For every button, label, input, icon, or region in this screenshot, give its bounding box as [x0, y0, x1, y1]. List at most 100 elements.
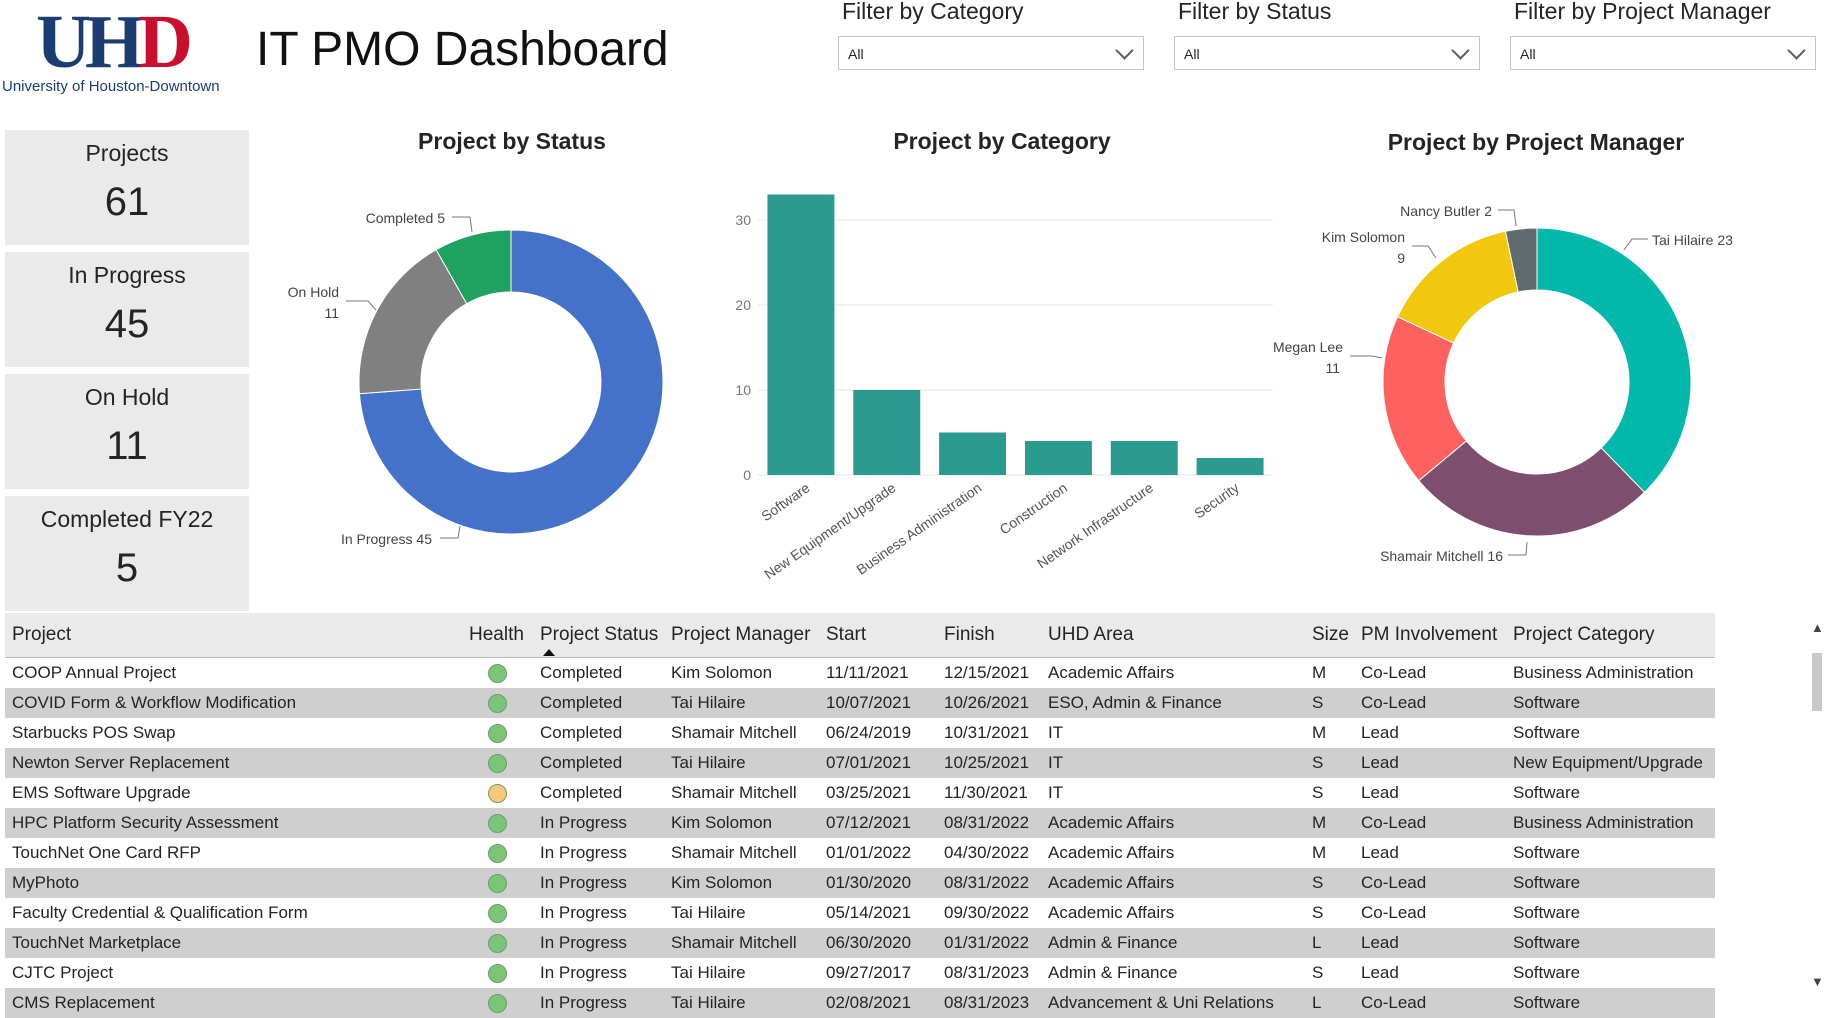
- table-row[interactable]: Starbucks POS Swap Completed Shamair Mitch…: [5, 718, 1715, 748]
- cell-status: In Progress: [540, 843, 627, 862]
- table-row[interactable]: MyPhoto In Progress Kim Solomon 01/30/2020 0…: [5, 868, 1715, 898]
- cell-size: M: [1312, 723, 1327, 742]
- slice-shamair-mitchell[interactable]: [1418, 440, 1646, 537]
- col-header-label: Project Status: [540, 624, 659, 645]
- bar-security[interactable]: [1196, 458, 1264, 475]
- cell-involvement: Lead: [1361, 843, 1399, 862]
- cell-status: In Progress: [533, 988, 664, 1018]
- category-filter-dropdown[interactable]: All: [838, 36, 1144, 70]
- cell-pm: Kim Solomon: [664, 808, 819, 838]
- col-header-pm-involvement[interactable]: PM Involvement: [1354, 613, 1506, 658]
- cell-finish: 01/31/2022: [937, 928, 1041, 958]
- table-row[interactable]: CJTC Project In Progress Tai Hilaire 09/27/…: [5, 958, 1715, 988]
- slice-completed[interactable]: [435, 229, 512, 305]
- cell-start: 11/11/2021: [826, 663, 909, 682]
- cell-category: Software: [1506, 988, 1715, 1018]
- cell-pm: Shamair Mitchell: [664, 928, 819, 958]
- col-header-start[interactable]: Start: [819, 613, 937, 658]
- col-header-project[interactable]: Project: [5, 613, 462, 658]
- health-indicator-icon: [488, 994, 507, 1013]
- cell-pm: Tai Hilaire: [664, 748, 819, 778]
- data-label-on-hold-value: 11: [324, 305, 339, 321]
- cell-health: [462, 658, 533, 689]
- cell-finish: 10/31/2021: [944, 723, 1030, 742]
- y-tick-label: 0: [743, 467, 751, 483]
- slice-nancy-butler[interactable]: [1504, 227, 1538, 293]
- cell-category: Software: [1513, 963, 1581, 982]
- table-row[interactable]: TouchNet Marketplace In Progress Shamair M…: [5, 928, 1715, 958]
- cell-involvement: Co-Lead: [1354, 868, 1506, 898]
- col-header-project-category[interactable]: Project Category: [1506, 613, 1715, 658]
- table-row[interactable]: EMS Software Upgrade Completed Shamair Mit…: [5, 778, 1715, 808]
- scrollbar-thumb[interactable]: [1812, 653, 1822, 711]
- cell-project: Newton Server Replacement: [5, 748, 462, 778]
- cell-start: 09/27/2017: [826, 963, 912, 982]
- table-row[interactable]: COOP Annual Project Completed Kim Solomon 1…: [5, 658, 1715, 689]
- table-row[interactable]: CMS Replacement In Progress Tai Hilaire 02/…: [5, 988, 1715, 1018]
- cell-category: Software: [1506, 868, 1715, 898]
- kpi-value: 45: [104, 302, 150, 346]
- cell-pm: Kim Solomon: [671, 663, 773, 682]
- cell-finish: 08/31/2023: [937, 988, 1041, 1018]
- bar-new-equipment-upgrade[interactable]: [853, 390, 921, 475]
- cell-health: [462, 898, 533, 928]
- col-header-uhd-area[interactable]: UHD Area: [1041, 613, 1305, 658]
- table-row[interactable]: TouchNet One Card RFP In Progress Shamair …: [5, 838, 1715, 868]
- projects-table[interactable]: Project Health Project Status Project Ma…: [5, 613, 1715, 1018]
- health-indicator-icon: [488, 724, 507, 743]
- health-indicator-icon: [488, 754, 507, 773]
- col-header-project-status[interactable]: Project Status: [533, 613, 664, 658]
- pm-filter-dropdown[interactable]: All: [1510, 36, 1816, 70]
- status-filter-dropdown[interactable]: All: [1174, 36, 1480, 70]
- slice-tai-hilaire[interactable]: [1536, 227, 1692, 493]
- category-filter-label: Filter by Category: [842, 0, 1024, 24]
- table-row[interactable]: COVID Form & Workflow Modification Comple…: [5, 688, 1715, 718]
- kpi-label: In Progress: [68, 262, 186, 288]
- cell-involvement: Lead: [1361, 783, 1399, 802]
- cell-pm: Tai Hilaire: [671, 963, 746, 982]
- bar-network-infrastructure[interactable]: [1110, 441, 1178, 475]
- status-filter-value: All: [1184, 46, 1200, 62]
- cell-size: M: [1305, 808, 1354, 838]
- col-header-size[interactable]: Size: [1305, 613, 1354, 658]
- cell-health: [462, 868, 533, 898]
- col-header-finish[interactable]: Finish: [937, 613, 1041, 658]
- cell-status: Completed: [540, 783, 623, 802]
- table-row[interactable]: Newton Server Replacement Completed Tai Hi…: [5, 748, 1715, 778]
- kpi-label: On Hold: [84, 384, 170, 410]
- col-header-health[interactable]: Health: [462, 613, 533, 658]
- status-donut-chart[interactable]: [358, 229, 664, 535]
- health-indicator-icon: [488, 844, 507, 863]
- cell-health: [462, 718, 533, 748]
- cell-area: IT: [1041, 748, 1305, 778]
- cell-project: COOP Annual Project: [12, 663, 177, 682]
- cell-finish: 11/30/2021: [944, 783, 1028, 802]
- slice-in-progress[interactable]: [358, 229, 664, 535]
- cell-category: Software: [1513, 903, 1581, 922]
- pm-donut-chart[interactable]: [1382, 227, 1692, 537]
- cell-health: [462, 778, 533, 808]
- scroll-down-icon[interactable]: ▼: [1811, 974, 1824, 989]
- cell-size: M: [1312, 663, 1327, 682]
- cell-involvement: Co-Lead: [1354, 808, 1506, 838]
- col-header-project-manager[interactable]: Project Manager: [664, 613, 819, 658]
- table-row[interactable]: Faculty Credential & Qualification Form I…: [5, 898, 1715, 928]
- cell-health: [462, 988, 533, 1018]
- table-row[interactable]: HPC Platform Security Assessment In Progr…: [5, 808, 1715, 838]
- bar-business-administration[interactable]: [939, 432, 1007, 476]
- bar-construction[interactable]: [1024, 441, 1092, 475]
- cell-size: S: [1305, 748, 1354, 778]
- table-scrollbar[interactable]: ▲ ▼: [1808, 620, 1826, 1000]
- bar-software[interactable]: [767, 194, 835, 476]
- scroll-up-icon[interactable]: ▲: [1811, 620, 1824, 635]
- cell-pm: Shamair Mitchell: [671, 843, 797, 862]
- cell-finish: 12/15/2021: [944, 663, 1030, 682]
- cell-area: Academic Affairs: [1041, 808, 1305, 838]
- health-indicator-icon: [488, 814, 507, 833]
- cell-health: [462, 808, 533, 838]
- cell-project: Faculty Credential & Qualification Form: [12, 903, 308, 922]
- health-indicator-icon: [488, 874, 507, 893]
- status-filter-label: Filter by Status: [1178, 0, 1332, 24]
- kpi-completed-fy22: Completed FY22 5: [5, 496, 249, 611]
